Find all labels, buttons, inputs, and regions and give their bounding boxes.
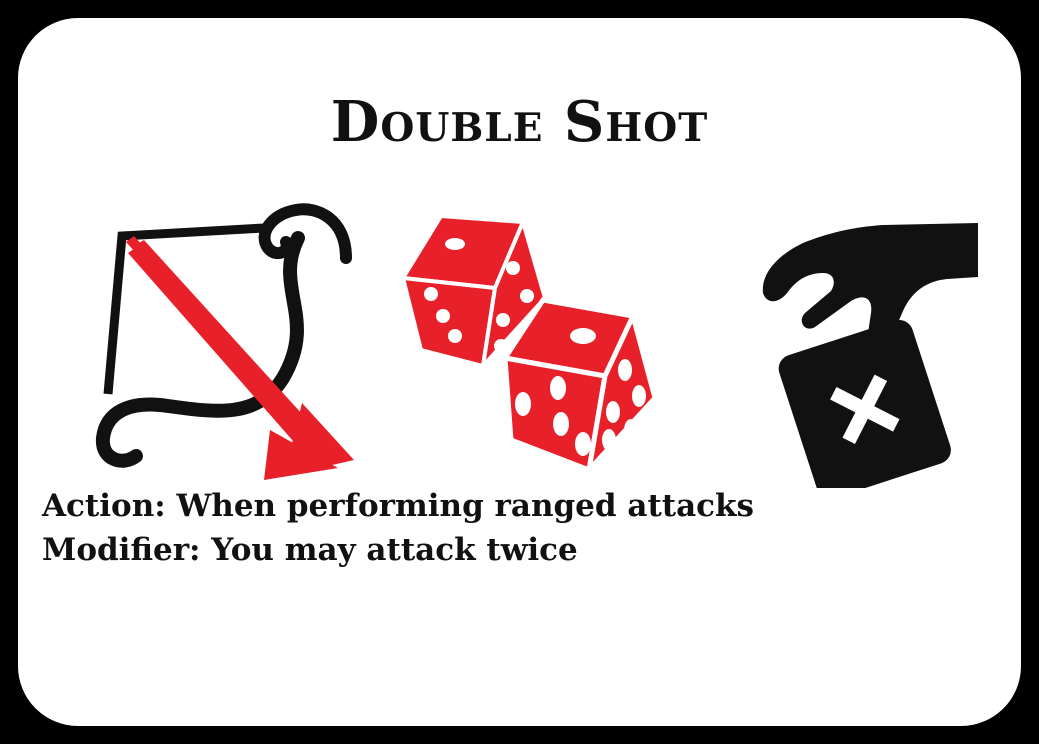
card-title: Double Shot [330, 89, 709, 155]
bow-arrow-icon [96, 203, 354, 480]
dice-icon [399, 213, 658, 478]
ability-card[interactable]: Double Shot [18, 18, 1021, 726]
card-rules-text: Action: When performing ranged attacks M… [42, 484, 754, 572]
hand-discard-card-icon [762, 223, 978, 488]
action-rule: Action: When performing ranged attacks [42, 488, 754, 524]
modifier-rule: Modifier: You may attack twice [42, 532, 578, 568]
